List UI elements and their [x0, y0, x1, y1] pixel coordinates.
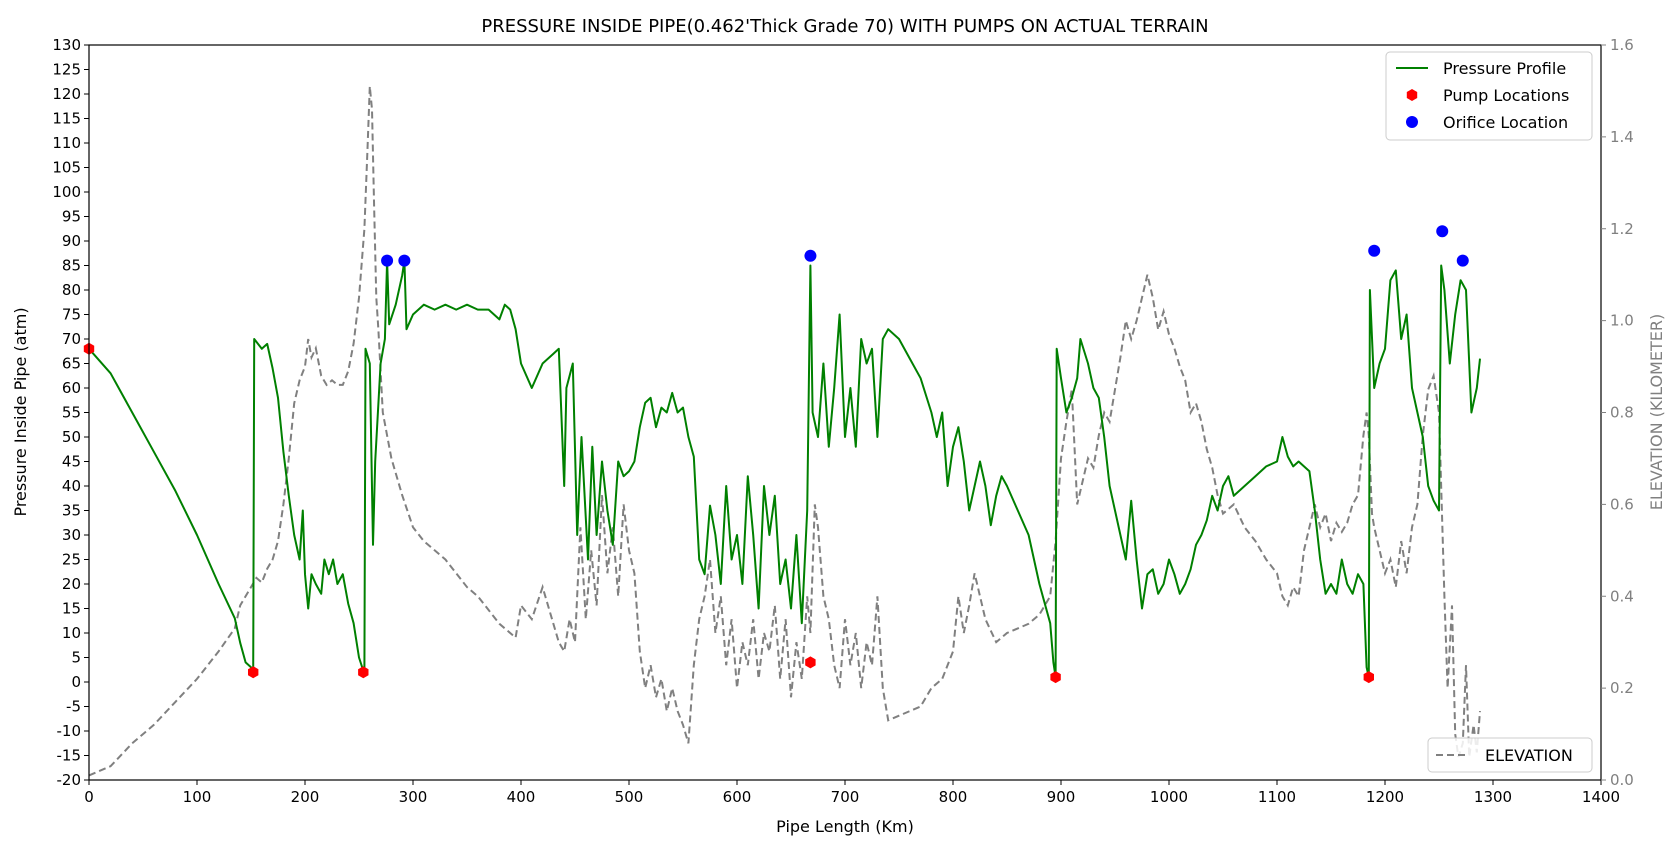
elevation-layer: [88, 86, 1481, 777]
legend-elevation-label: ELEVATION: [1485, 746, 1573, 765]
x-tick-label: 500: [615, 788, 644, 806]
y-left-tick-label: 15: [62, 600, 81, 618]
y-left-tick-label: -5: [66, 698, 81, 716]
y-left-tick-label: 65: [62, 355, 81, 373]
y-right-tick-label: 1.4: [1610, 128, 1634, 146]
y-left-tick-label: 40: [62, 477, 81, 495]
y-right-tick-label: 0.8: [1610, 404, 1634, 422]
y-left-tick-label: 130: [52, 36, 81, 54]
y-left-tick-label: 5: [71, 649, 81, 667]
x-tick-label: 700: [831, 788, 860, 806]
y-left-tick-label: 70: [62, 330, 81, 348]
legend-main: Pressure Profile Pump Locations Orifice …: [1385, 51, 1593, 141]
x-tick-label: 800: [939, 788, 968, 806]
x-tick-label: 1400: [1582, 788, 1620, 806]
x-tick-label: 200: [291, 788, 320, 806]
y-left-tick-label: 110: [52, 134, 81, 152]
chart-title: PRESSURE INSIDE PIPE(0.462'Thick Grade 7…: [481, 16, 1208, 37]
orifice-marker: [1368, 244, 1381, 257]
legend-pump-label: Pump Locations: [1443, 86, 1569, 105]
y-left-tick-label: 95: [62, 208, 81, 226]
legend-orifice-swatch: [1406, 116, 1418, 128]
pump-marker: [248, 666, 259, 679]
x-tick-label: 300: [399, 788, 428, 806]
y-left-tick-label: 20: [62, 575, 81, 593]
y-axis-left: -20 -15 -10 -5 0 5 10 15 20 25 30 35 40 45 50 55 60 65 70 7…: [52, 36, 89, 789]
y-left-tick-label: 25: [62, 551, 81, 569]
y-left-tick-label: 45: [62, 453, 81, 471]
y-right-tick-label: 1.0: [1610, 312, 1634, 330]
y-left-tick-label: 50: [62, 428, 81, 446]
legend-orifice-label: Orifice Location: [1443, 113, 1568, 132]
legend-pressure-label: Pressure Profile: [1443, 59, 1566, 78]
y-left-tick-label: 85: [62, 257, 81, 275]
y-right-tick-label: 1.6: [1610, 36, 1634, 54]
y-left-tick-label: 10: [62, 624, 81, 642]
x-tick-label: 1200: [1366, 788, 1404, 806]
y-left-tick-label: 80: [62, 281, 81, 299]
pump-marker: [805, 656, 816, 669]
orifice-marker: [1436, 225, 1449, 238]
y-left-tick-label: 105: [52, 159, 81, 177]
x-tick-label: 400: [507, 788, 536, 806]
legend-secondary-box: [1427, 737, 1593, 773]
legend-secondary: ELEVATION: [1427, 737, 1593, 773]
y-left-tick-label: 55: [62, 404, 81, 422]
elevation-line: [88, 86, 1481, 777]
y-left-tick-label: 90: [62, 232, 81, 250]
x-tick-label: 0: [84, 788, 94, 806]
orifice-marker: [1456, 254, 1469, 267]
orifice-marker: [381, 254, 394, 267]
y-right-tick-label: 0.4: [1610, 587, 1634, 605]
y-left-tick-label: 100: [52, 183, 81, 201]
y-left-tick-label: -20: [57, 771, 82, 789]
x-tick-label: 100: [183, 788, 212, 806]
x-axis: 0 100 200 300 400 500 600 700 800 900 1000 1100 1200…: [84, 780, 1620, 806]
legend-pump-swatch: [1406, 89, 1418, 101]
x-axis-label: Pipe Length (Km): [776, 817, 914, 836]
y-axis-right: 0.0 0.2 0.4 0.6 0.8 1.0 1.2 1.4 1.6: [1601, 36, 1634, 789]
y-left-tick-label: 60: [62, 379, 81, 397]
y-right-tick-label: 0.6: [1610, 495, 1634, 513]
x-tick-label: 1000: [1150, 788, 1188, 806]
y-left-tick-label: 30: [62, 526, 81, 544]
y-right-tick-label: 0.0: [1610, 771, 1634, 789]
marker-layer: [83, 225, 1469, 684]
y-left-tick-label: 115: [52, 110, 81, 128]
pressure-layer: [88, 259, 1481, 679]
pressure-line: [88, 259, 1481, 679]
x-tick-label: 1100: [1258, 788, 1296, 806]
pump-marker: [1363, 671, 1374, 684]
y-left-tick-label: 120: [52, 85, 81, 103]
legend-main-box: [1385, 51, 1593, 141]
y-left-tick-label: -15: [57, 747, 82, 765]
y-left-tick-label: 35: [62, 502, 81, 520]
y-left-tick-label: -10: [57, 722, 82, 740]
y-right-tick-label: 1.2: [1610, 220, 1634, 238]
orifice-marker: [398, 254, 411, 267]
y-axis-right-label: ELEVATION (KILOMETER): [1647, 314, 1666, 510]
orifice-marker: [804, 249, 817, 262]
x-tick-label: 900: [1047, 788, 1076, 806]
y-axis-left-label: Pressure Inside Pipe (atm): [11, 307, 30, 516]
y-left-tick-label: 75: [62, 306, 81, 324]
y-right-tick-label: 0.2: [1610, 679, 1634, 697]
y-left-tick-label: 125: [52, 61, 81, 79]
pump-marker: [1050, 671, 1061, 684]
x-tick-label: 600: [723, 788, 752, 806]
pump-marker: [358, 666, 369, 679]
y-left-tick-label: 0: [71, 673, 81, 691]
x-tick-label: 1300: [1474, 788, 1512, 806]
